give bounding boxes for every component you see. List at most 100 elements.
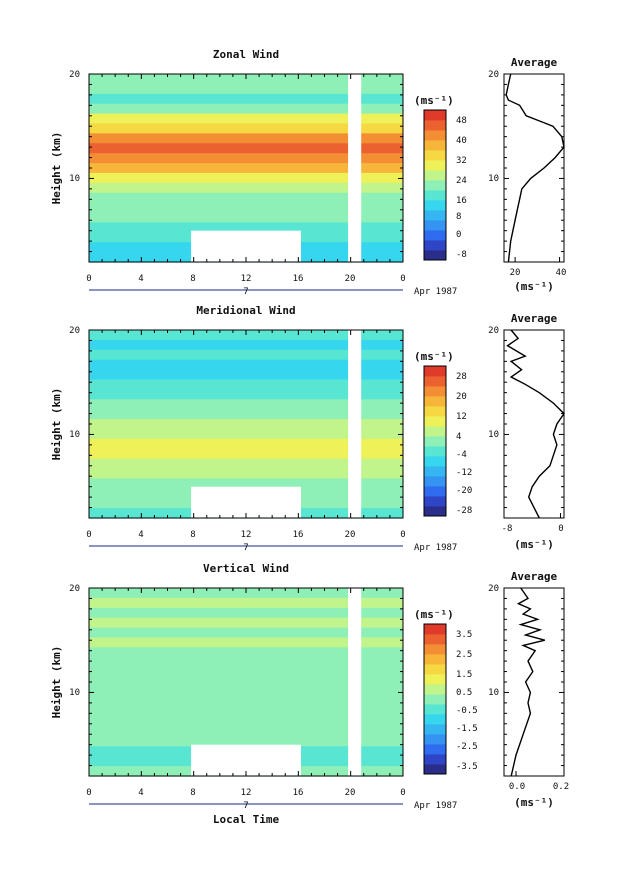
x-tick-label: 20 [345,530,356,540]
colorbar-swatch [424,110,446,121]
x-tick-label: 12 [241,530,252,540]
heatmap-cell [89,667,403,678]
x-tick-label: 20 [345,788,356,798]
x-tick-label: 8 [190,788,195,798]
heatmap-cell [89,419,403,430]
colorbar-swatch [424,734,446,745]
heatmap-cell [89,103,403,115]
average-title: Average [511,56,558,69]
x-tick-label: 8 [190,530,195,540]
colorbar-labels: 28 20 12 4 -4 -12 -20 -28 [456,372,472,516]
heatmap-cell [89,182,403,194]
colorbar-swatch [424,684,446,695]
x-tick-label: 16 [293,530,304,540]
colorbar-swatch [424,654,446,665]
heatmap-cell [89,330,403,341]
colorbar-swatch [424,210,446,221]
missing-data-region [348,74,362,262]
colorbar-swatch [424,764,446,775]
colorbar-swatch [424,754,446,765]
heatmap-cell [89,202,403,214]
date-label: Apr 1987 [414,287,457,297]
x-tick-label: 8 [190,274,195,284]
heatmap-cell [89,647,403,658]
colorbar-label: 32 [456,156,467,166]
avg-unit: (ms⁻¹) [514,538,554,551]
heatmap-cell [89,369,403,381]
colorbar-swatch [424,664,446,675]
colorbar-swatch [424,674,446,685]
colorbar-swatch [424,366,446,377]
x-axis-label: Local Time [213,813,280,826]
heatmap-cell [89,478,403,489]
heatmap-cell [89,339,403,351]
date-marker: 7 [243,287,248,297]
x-tick-labels: 0 4 8 12 16 20 0 [86,788,405,798]
vertical-wind-panel: Vertical Wind Height (km) 20 10 0 4 8 12… [50,562,569,826]
heatmap-cell [89,736,403,747]
colorbar-unit: (ms⁻¹) [414,608,454,621]
colorbar-swatch [424,230,446,241]
avg-y-tick-label: 10 [488,174,499,184]
x-tick-label: 0 [400,274,405,284]
colorbar-label: -3.5 [456,762,478,772]
avg-unit: (ms⁻¹) [514,280,554,293]
colorbar-swatch [424,446,446,457]
heatmap-cell [89,409,403,420]
heatmap-cell [89,607,403,619]
colorbar-label: -20 [456,486,472,496]
heatmap-cell [89,389,403,400]
colorbar-swatch [424,396,446,407]
heatmap-cell [89,143,403,154]
heatmap-cell [89,93,403,105]
heatmap-cell [89,153,403,164]
plot-frame [88,587,404,777]
x-tick-label: 4 [138,788,143,798]
avg-x-tick-label: 0 [558,524,563,534]
heatmap-cell [89,83,403,95]
heatmap-cell [89,716,403,728]
x-tick-label: 0 [400,788,405,798]
date-marker: 7 [243,543,248,553]
colorbar-labels: 3.5 2.5 1.5 0.5 -0.5 -1.5 -2.5 -3.5 [456,630,478,772]
colorbar-swatch [424,130,446,141]
colorbar-swatch [424,406,446,417]
average-profile [504,587,565,777]
x-tick-label: 16 [293,274,304,284]
colorbar-unit: (ms⁻¹) [414,94,454,107]
plot-frame [88,329,404,519]
date-marker: 7 [243,801,248,811]
x-tick-label: 0 [86,530,91,540]
colorbar-label: 20 [456,392,467,402]
colorbar-frame [423,623,447,775]
average-profile [504,73,565,263]
colorbar-frame [423,109,447,261]
heatmap-cell [89,468,403,479]
avg-y-tick-label: 20 [488,584,499,594]
heatmap-cell [89,617,403,629]
colorbar-swatch [424,704,446,715]
avg-y-tick-label: 20 [488,70,499,80]
x-tick-label: 12 [241,274,252,284]
colorbar-label: 1.5 [456,670,472,680]
y-tick-label: 10 [69,430,80,440]
average-frame [503,329,565,519]
x-tick-label: 0 [86,274,91,284]
colorbar-swatch [424,376,446,387]
x-tick-labels: 0 4 8 12 16 20 0 [86,274,405,284]
colorbar-swatch [424,476,446,487]
avg-y-tick-label: 10 [488,430,499,440]
colorbar-label: -4 [456,450,467,460]
average-title: Average [511,570,558,583]
colorbar-swatch [424,744,446,755]
colorbar [423,109,447,261]
x-tick-label: 12 [241,788,252,798]
date-label: Apr 1987 [414,543,457,553]
colorbar-label: 4 [456,432,461,442]
colorbar-swatch [424,634,446,645]
colorbar-label: 24 [456,176,467,186]
heatmap-cell [89,222,403,233]
heatmap-cell [89,726,403,737]
x-tick-label: 16 [293,788,304,798]
